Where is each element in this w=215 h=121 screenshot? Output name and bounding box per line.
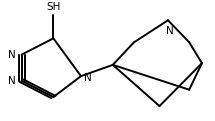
Text: N: N	[8, 50, 16, 60]
Text: SH: SH	[46, 2, 61, 12]
Text: N: N	[84, 73, 92, 83]
Text: N: N	[8, 76, 16, 86]
Text: N: N	[166, 26, 174, 37]
